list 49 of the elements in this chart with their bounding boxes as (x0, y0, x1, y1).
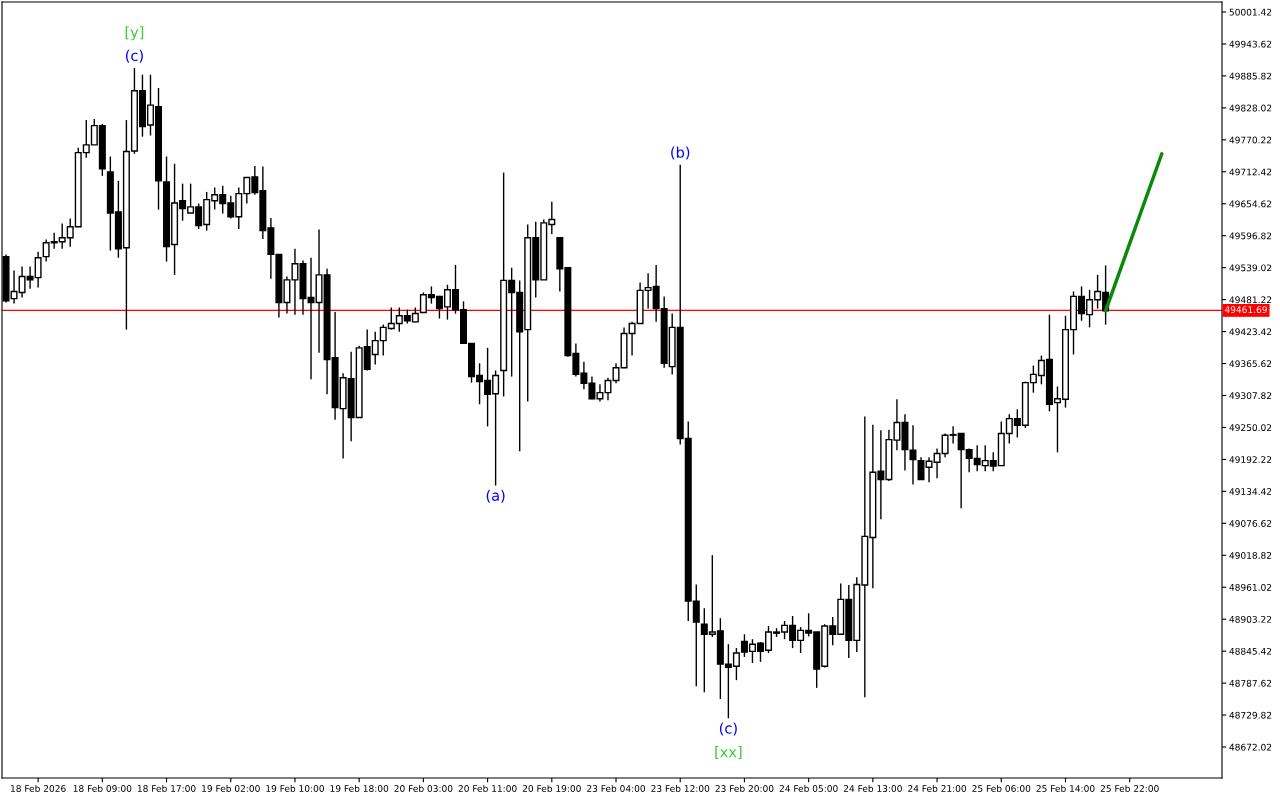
y-tick-label: 49596.82 (1229, 232, 1272, 240)
annotation: (b) (671, 146, 690, 160)
x-tick-label: 25 Feb 14:00 (1036, 784, 1095, 792)
y-tick-label: 48903.22 (1229, 615, 1272, 623)
x-tick-label: 18 Feb 2026 (11, 784, 66, 792)
y-tick-label: 49828.02 (1229, 104, 1272, 112)
y-tick-label: 49307.82 (1229, 392, 1272, 400)
x-tick-label: 23 Feb 12:00 (651, 784, 710, 792)
y-tick-label: 49770.22 (1229, 136, 1272, 144)
annotation: [y] (125, 26, 144, 41)
x-tick-label: 24 Feb 13:00 (843, 784, 902, 792)
x-tick-label: 25 Feb 22:00 (1100, 784, 1159, 792)
y-tick-label: 49134.42 (1229, 488, 1272, 495)
y-tick-label: 48729.82 (1229, 711, 1272, 719)
x-tick-label: 18 Feb 17:00 (137, 784, 196, 792)
y-tick-label: 49018.82 (1229, 552, 1272, 559)
x-tick-label: 24 Feb 21:00 (908, 784, 967, 792)
x-tick-label: 19 Feb 18:00 (330, 784, 389, 792)
annotation: (a) (486, 489, 505, 503)
y-tick-label: 49712.42 (1229, 168, 1272, 176)
y-tick-label: 49423.42 (1229, 328, 1272, 336)
annotation: (c) (125, 49, 143, 63)
x-tick-label: 23 Feb 04:00 (587, 784, 646, 792)
y-tick-label: 49539.02 (1229, 264, 1272, 272)
x-tick-label: 19 Feb 10:00 (266, 784, 324, 792)
y-tick-label: 49943.62 (1229, 40, 1272, 48)
x-tick-label: 25 Feb 06:00 (972, 784, 1031, 792)
y-tick-label: 50001.42 (1229, 8, 1272, 16)
y-tick-label: 49076.62 (1229, 520, 1272, 527)
y-tick-label: 49654.62 (1229, 200, 1272, 208)
x-tick-label: 20 Feb 19:00 (522, 784, 581, 792)
y-tick-label: 49365.62 (1229, 360, 1272, 368)
x-tick-label: 20 Feb 11:00 (458, 784, 517, 792)
x-tick-label: 20 Feb 03:00 (394, 784, 453, 792)
y-tick-label: 48787.62 (1229, 679, 1272, 687)
y-tick-label: 48961.02 (1229, 583, 1272, 591)
x-tick-label: 24 Feb 05:00 (779, 784, 838, 792)
x-tick-label: 18 Feb 09:00 (73, 784, 132, 792)
x-tick-label: 23 Feb 20:00 (715, 784, 774, 792)
y-tick-label: 49481.22 (1229, 296, 1272, 304)
ref-line-label: 49461.69 (1224, 306, 1267, 314)
annotation: [xx] (715, 746, 742, 760)
y-tick-label: 49192.22 (1229, 456, 1272, 463)
annotation: (c) (719, 722, 737, 736)
y-tick-label: 48672.02 (1229, 743, 1272, 751)
y-tick-label: 48845.42 (1229, 647, 1272, 655)
y-tick-label: 49885.82 (1229, 72, 1272, 80)
y-tick-label: 49250.02 (1229, 424, 1272, 432)
x-tick-label: 19 Feb 02:00 (202, 784, 260, 792)
